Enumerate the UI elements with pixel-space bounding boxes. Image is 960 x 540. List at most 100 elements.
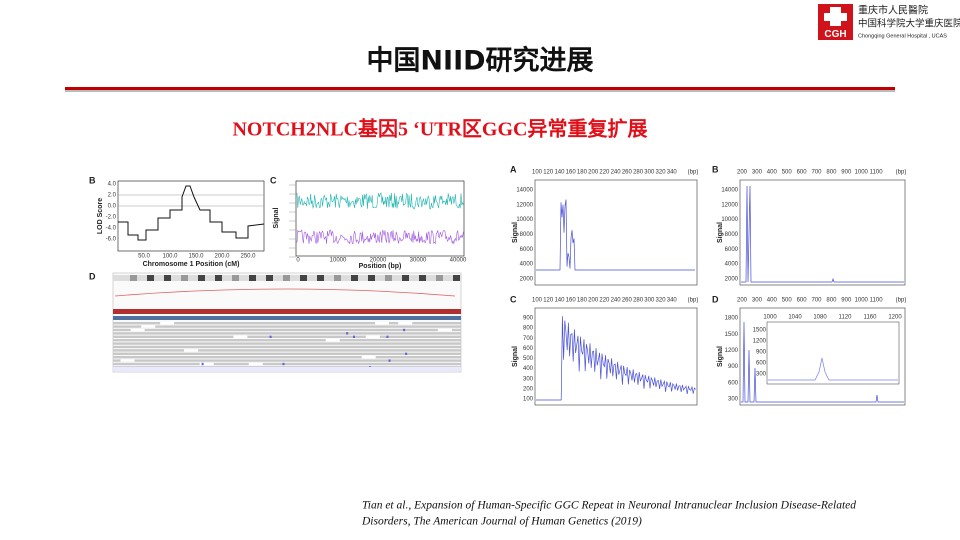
x-tick-label: 280: [633, 170, 644, 176]
igv-gap: [130, 328, 145, 332]
axis-title: Signal: [512, 222, 519, 243]
y-tick-label: 900: [756, 350, 767, 356]
x-tick-label: 200: [588, 298, 599, 304]
y-tick-label: 4000: [520, 262, 534, 268]
signal-trace: [296, 229, 464, 245]
y-tick-label: 10000: [721, 217, 738, 223]
x-tick-label: 320: [656, 170, 667, 176]
subtitle: NOTCH2NLC基因5 ‘UTR区GGC异常重复扩展: [232, 117, 647, 141]
y-tick-label: 6000: [520, 247, 534, 253]
logo-name: 重庆市人民醫院: [858, 4, 928, 17]
x-tick-label: 20000: [370, 258, 387, 264]
igv-block: [249, 275, 256, 281]
y-tick-label: 700: [523, 336, 534, 342]
logo-mark: CGH: [824, 29, 846, 40]
igv-gap: [184, 349, 199, 352]
y-tick-label: 1500: [753, 328, 767, 334]
logo-name: 中国科学院大学重庆医院: [858, 18, 960, 30]
igv-blue-bar: [113, 316, 461, 320]
x-tick-label: 0: [296, 258, 300, 264]
axis-title: Signal: [512, 346, 519, 367]
igv-read: [113, 345, 461, 349]
x-tick-label: 300: [752, 298, 763, 304]
x-tick-label: 320: [656, 298, 667, 304]
y-tick-label: 14000: [516, 188, 533, 194]
y-tick-label: 200: [523, 386, 534, 392]
x-tick-label: 240: [611, 298, 622, 304]
y-tick-label: -4.0: [106, 226, 117, 232]
y-tick-label: 8000: [725, 232, 739, 238]
igv-block: [402, 275, 409, 281]
axis-title: Signal: [717, 346, 724, 367]
y-tick-label: 600: [523, 346, 534, 352]
igv-block: [334, 275, 341, 281]
y-tick-label: -6.0: [106, 237, 117, 243]
x-tick-label: 1000: [855, 298, 869, 304]
x-tick-label: 180: [577, 298, 588, 304]
y-tick-label: 400: [523, 366, 534, 372]
igv-block: [130, 275, 137, 281]
x-unit: (bp): [896, 298, 907, 304]
y-tick-label: 12000: [721, 202, 738, 208]
igv-seq: [113, 367, 461, 371]
igv-block: [385, 275, 392, 281]
panel-label: B: [712, 164, 719, 174]
igv-block: [147, 275, 154, 281]
logo-cross: [824, 7, 847, 26]
igv-variant: [282, 362, 285, 366]
x-unit: (bp): [896, 170, 907, 176]
igv-block: [436, 275, 443, 281]
igv-block: [368, 275, 375, 281]
x-tick-label: 200.0: [214, 254, 230, 260]
igv-read: [113, 362, 461, 366]
axis-title: Position (bp): [359, 263, 402, 270]
igv-block: [266, 275, 273, 281]
y-tick-label: 1200: [725, 348, 739, 354]
y-tick-label: 300: [523, 376, 534, 382]
axis-title: Signal: [273, 207, 280, 228]
igv-gap: [361, 356, 376, 359]
inset-trace: [768, 357, 898, 381]
igv-variant: [388, 359, 391, 362]
x-tick-label: 220: [599, 298, 610, 304]
igv-read: [113, 328, 461, 332]
igv-variant: [386, 335, 389, 338]
igv-arc: [114, 288, 456, 297]
y-tick-label: 1800: [725, 316, 739, 322]
x-tick-label: 220: [599, 170, 610, 176]
y-tick-label: -2.0: [106, 215, 117, 221]
igv-block: [453, 275, 460, 281]
axis-title: Chromosome 1 Position (cM): [143, 261, 240, 268]
igv-block: [164, 275, 171, 281]
panel-label: B: [89, 175, 96, 185]
x-tick-label: 100: [532, 170, 543, 176]
x-tick-label: 900: [841, 298, 852, 304]
x-tick-label: 50.0: [138, 254, 150, 260]
x-tick-label: 280: [633, 298, 644, 304]
igv-gap: [398, 322, 413, 325]
x-tick-label: 1040: [788, 315, 802, 321]
igv-block: [198, 275, 205, 281]
x-tick-label: 100.0: [162, 254, 178, 260]
citation: Tian et al., Expansion of Human-Specific…: [362, 500, 856, 512]
x-tick-label: 140: [554, 170, 565, 176]
y-tick-label: 10000: [516, 217, 533, 223]
igv-block: [215, 275, 222, 281]
lod-trace: [118, 185, 265, 241]
x-tick-label: 140: [554, 298, 565, 304]
x-tick-label: 340: [667, 170, 678, 176]
y-tick-label: 4.0: [108, 182, 117, 188]
x-tick-label: 1100: [870, 298, 884, 304]
x-tick-label: 180: [577, 170, 588, 176]
logo-name-en: Chongqing General Hospital , UCAS: [858, 33, 947, 39]
igv-gap: [233, 335, 248, 338]
x-tick-label: 10000: [330, 258, 347, 264]
x-tick-label: 100: [532, 298, 543, 304]
y-tick-label: 2000: [725, 277, 739, 283]
plot-frame: [117, 180, 265, 252]
citation: Disorders, The American Journal of Human…: [361, 516, 642, 528]
igv-block: [181, 275, 188, 281]
x-tick-label: 240: [611, 170, 622, 176]
igv-block: [317, 275, 324, 281]
